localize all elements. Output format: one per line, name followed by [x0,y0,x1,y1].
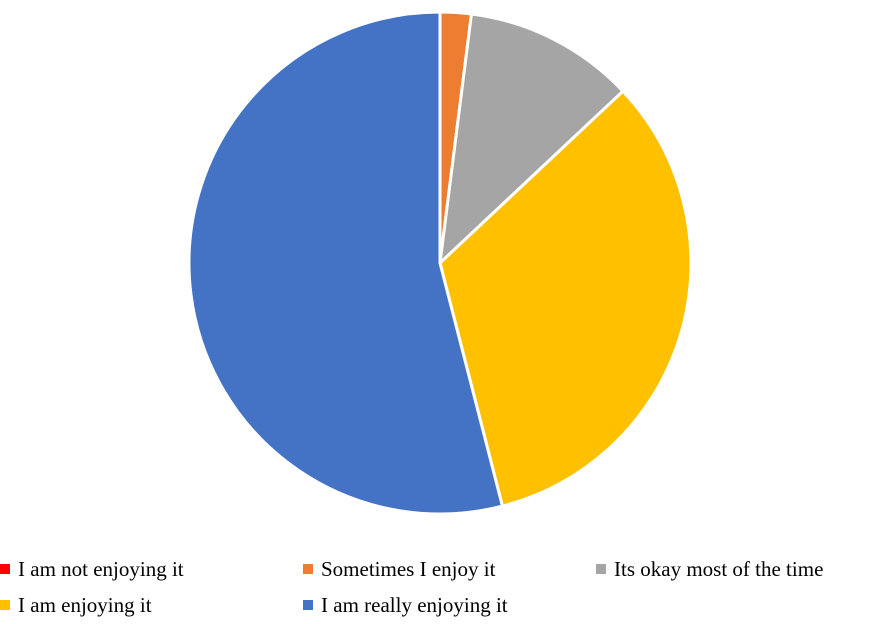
legend-label-okay: Its okay most of the time [614,556,824,581]
pie-chart [187,10,693,516]
pie-slice-4 [187,10,504,516]
legend-item-enjoying: I am enjoying it [0,588,152,622]
chart-legend: I am not enjoying it Sometimes I enjoy i… [0,552,880,624]
legend-item-sometimes: Sometimes I enjoy it [303,552,495,586]
pie-slice-3 [438,89,693,508]
legend-label-enjoying: I am enjoying it [18,592,152,617]
legend-item-really-enjoying: I am really enjoying it [303,588,508,622]
legend-item-okay: Its okay most of the time [596,552,823,586]
legend-label-sometimes: Sometimes I enjoy it [321,556,496,581]
legend-swatch-enjoying [0,600,10,610]
legend-swatch-not-enjoying [0,564,10,574]
legend-label-not-enjoying: I am not enjoying it [18,556,184,581]
legend-item-not-enjoying: I am not enjoying it [0,552,184,586]
legend-label-really-enjoying: I am really enjoying it [321,592,508,617]
legend-swatch-really-enjoying [303,600,313,610]
legend-swatch-okay [596,564,606,574]
pie-slices [187,10,693,516]
legend-swatch-sometimes [303,564,313,574]
pie-slice-2 [438,12,625,265]
